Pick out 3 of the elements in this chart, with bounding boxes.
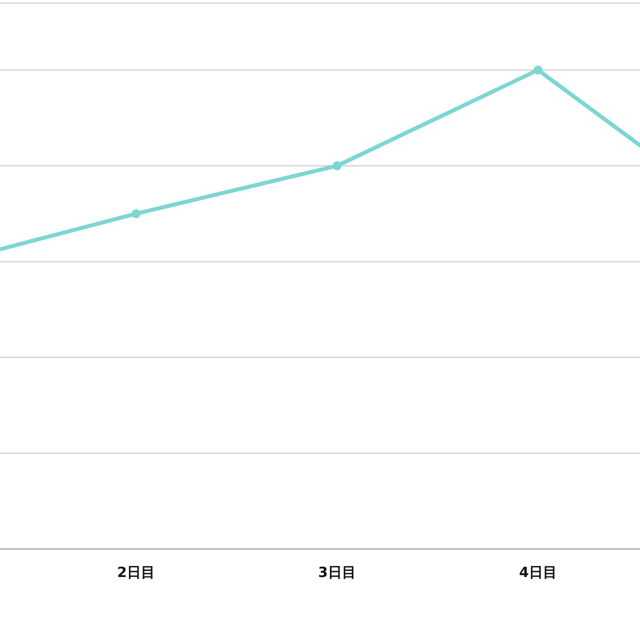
x-tick-label: 4日目 bbox=[519, 565, 557, 581]
x-tick-label: 2日目 bbox=[117, 565, 155, 581]
x-tick-label: 3日目 bbox=[318, 565, 356, 581]
